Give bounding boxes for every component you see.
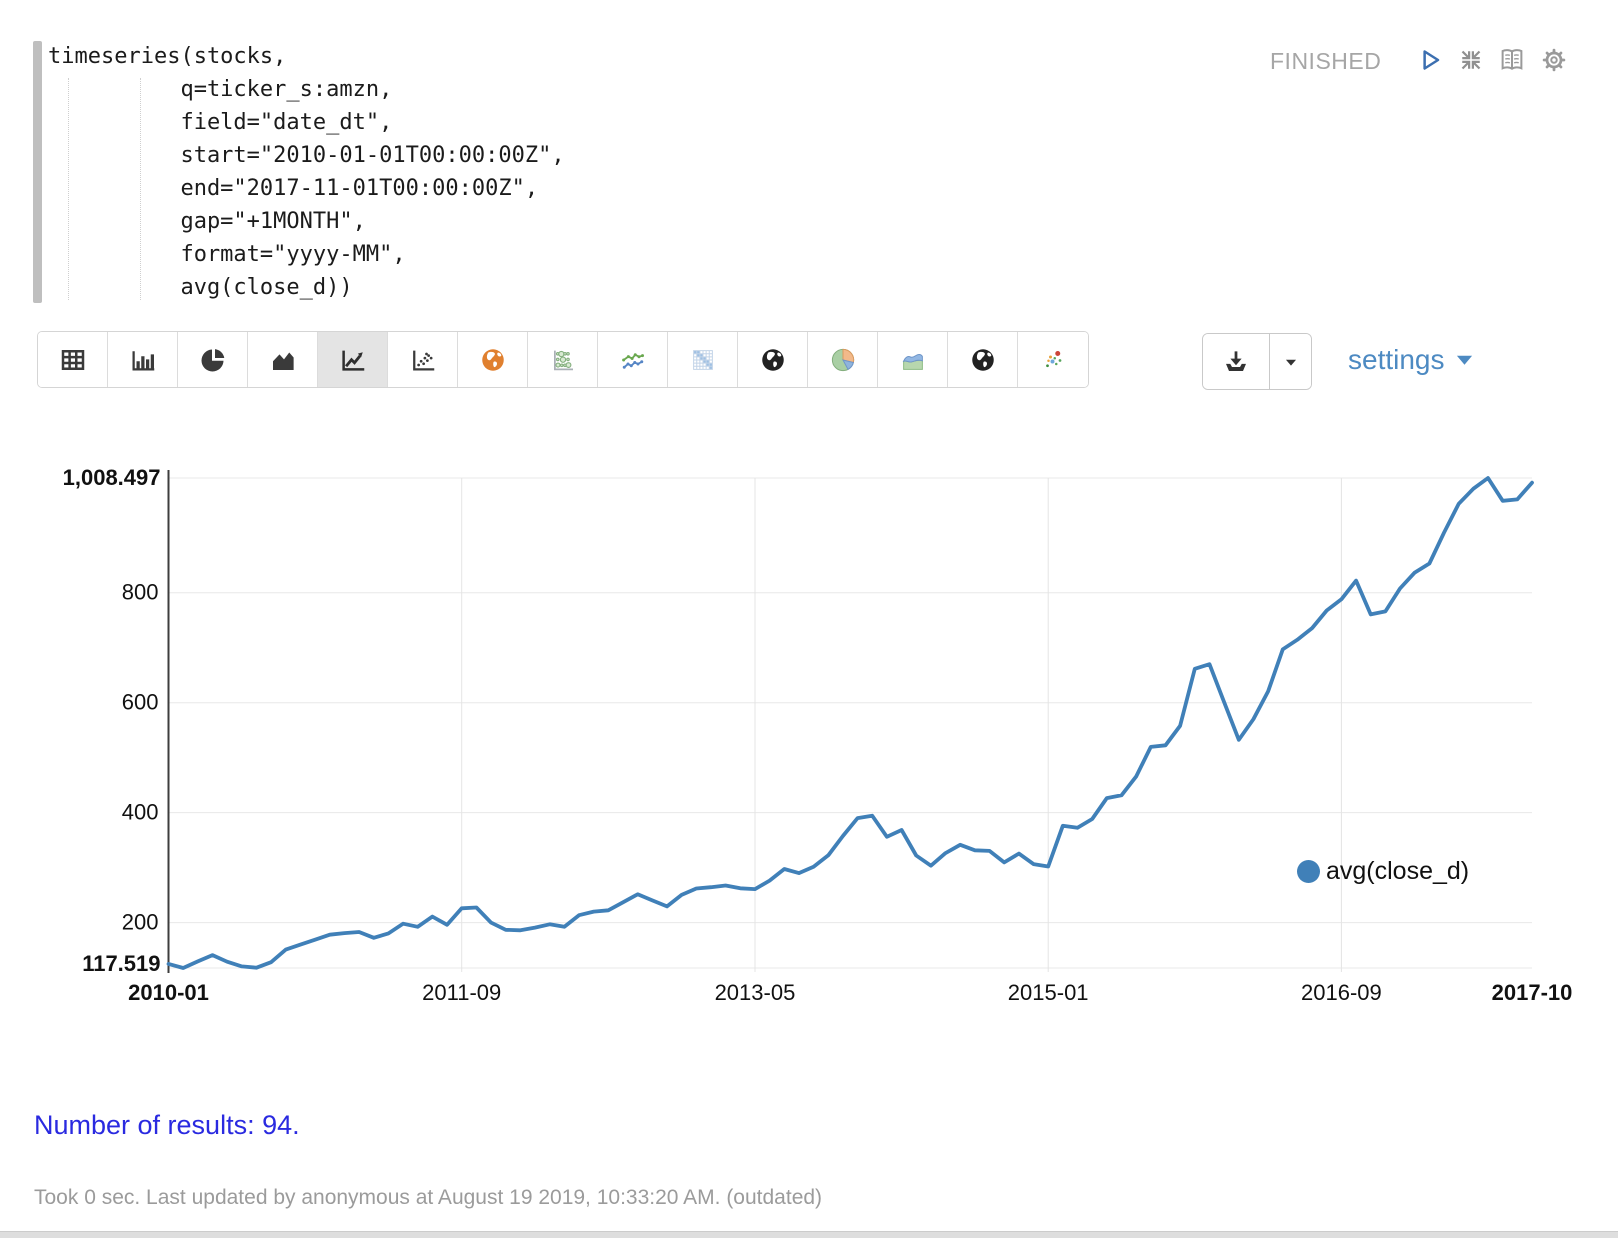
book-icon[interactable]: [1497, 45, 1527, 75]
line-chart: 200 400 600 800 1,008.497 117.519 2010-01 2011-…: [63, 465, 1573, 1005]
multi-line-chart-button[interactable]: [598, 332, 668, 387]
map-chart-button[interactable]: [458, 332, 528, 387]
code-editor[interactable]: timeseries(stocks, q=ticker_s:amzn, fiel…: [33, 38, 933, 308]
results-count-text: Number of results: 94.: [34, 1110, 300, 1140]
x-tick-label: 2017-10: [1492, 980, 1573, 1005]
download-button[interactable]: [1203, 334, 1269, 389]
y-tick-label: 800: [122, 579, 159, 604]
scatter-chart-button[interactable]: [388, 332, 458, 387]
pastel-pie-icon: [831, 348, 854, 371]
scatter-chart-icon: [412, 350, 434, 370]
pie-chart-icon: [201, 348, 224, 371]
chart-panel: 200 400 600 800 1,008.497 117.519 2010-01 2011-…: [0, 420, 1618, 1040]
series-line[interactable]: [166, 476, 1534, 970]
x-tick-label: 2011-09: [422, 980, 501, 1005]
line-chart-icon: [341, 350, 364, 371]
editor-scrollbar[interactable]: [33, 41, 42, 303]
pie-chart-button[interactable]: [178, 332, 248, 387]
download-options-button[interactable]: [1269, 334, 1311, 389]
multi-line-icon: [621, 352, 644, 369]
legend-series-dot: [1297, 860, 1320, 883]
pastel-area-icon: [902, 353, 923, 370]
y-tick-label: 400: [122, 799, 159, 824]
download-split-button: [1202, 333, 1312, 390]
globe-chart-button[interactable]: [738, 332, 808, 387]
legend-series-label: avg(close_d): [1326, 857, 1470, 885]
chart-legend[interactable]: avg(close_d): [1297, 857, 1469, 886]
code-text[interactable]: timeseries(stocks, q=ticker_s:amzn, fiel…: [48, 44, 565, 300]
scatter-color-chart-button[interactable]: [1018, 332, 1088, 387]
x-tick-label: 2010-01: [128, 980, 209, 1005]
y-min-label: 117.519: [82, 951, 160, 976]
area-chart-icon: [272, 352, 294, 370]
caret-down-icon: [1456, 355, 1472, 365]
download-icon: [1226, 350, 1246, 371]
paragraph-status: FINISHED: [1270, 48, 1382, 74]
bubble-grid-icon: [553, 350, 573, 370]
table-icon: [61, 349, 84, 370]
line-chart-button[interactable]: [318, 332, 388, 387]
caret-down-icon: [1285, 359, 1296, 366]
area-pastel-chart-button[interactable]: [878, 332, 948, 387]
pie-pastel-chart-button[interactable]: [808, 332, 878, 387]
y-max-label: 1,008.497: [63, 465, 161, 490]
bar-chart-button[interactable]: [108, 332, 178, 387]
x-tick-label: 2016-09: [1301, 980, 1382, 1005]
bubble-grid-chart-button[interactable]: [528, 332, 598, 387]
bar-chart-icon: [132, 350, 154, 370]
y-tick-label: 600: [122, 689, 159, 714]
collapse-icon[interactable]: [1456, 45, 1486, 75]
y-tick-label: 200: [122, 909, 159, 934]
settings-label: settings: [1348, 344, 1445, 375]
area-chart-button[interactable]: [248, 332, 318, 387]
color-scatter-icon: [1046, 350, 1062, 367]
indent-guide: [68, 78, 69, 300]
indent-guide: [140, 78, 141, 300]
dark-globe-icon: [761, 348, 784, 371]
run-icon[interactable]: [1414, 45, 1444, 75]
paragraph-footer-text: Took 0 sec. Last updated by anonymous at…: [34, 1186, 823, 1209]
x-tick-label: 2015-01: [1008, 980, 1089, 1005]
chart-type-toolbar: [37, 331, 1089, 388]
table-chart-button[interactable]: [38, 332, 108, 387]
dark-globe-icon: [971, 348, 994, 371]
x-tick-label: 2013-05: [715, 980, 796, 1005]
horizontal-scrollbar[interactable]: [0, 1231, 1618, 1238]
orange-globe-icon: [481, 348, 504, 371]
settings-link[interactable]: settings: [1348, 344, 1474, 376]
heatmap-chart-button[interactable]: [668, 332, 738, 387]
heatmap-icon: [692, 349, 713, 370]
globe-chart-button-2[interactable]: [948, 332, 1018, 387]
gear-icon[interactable]: [1539, 45, 1569, 75]
